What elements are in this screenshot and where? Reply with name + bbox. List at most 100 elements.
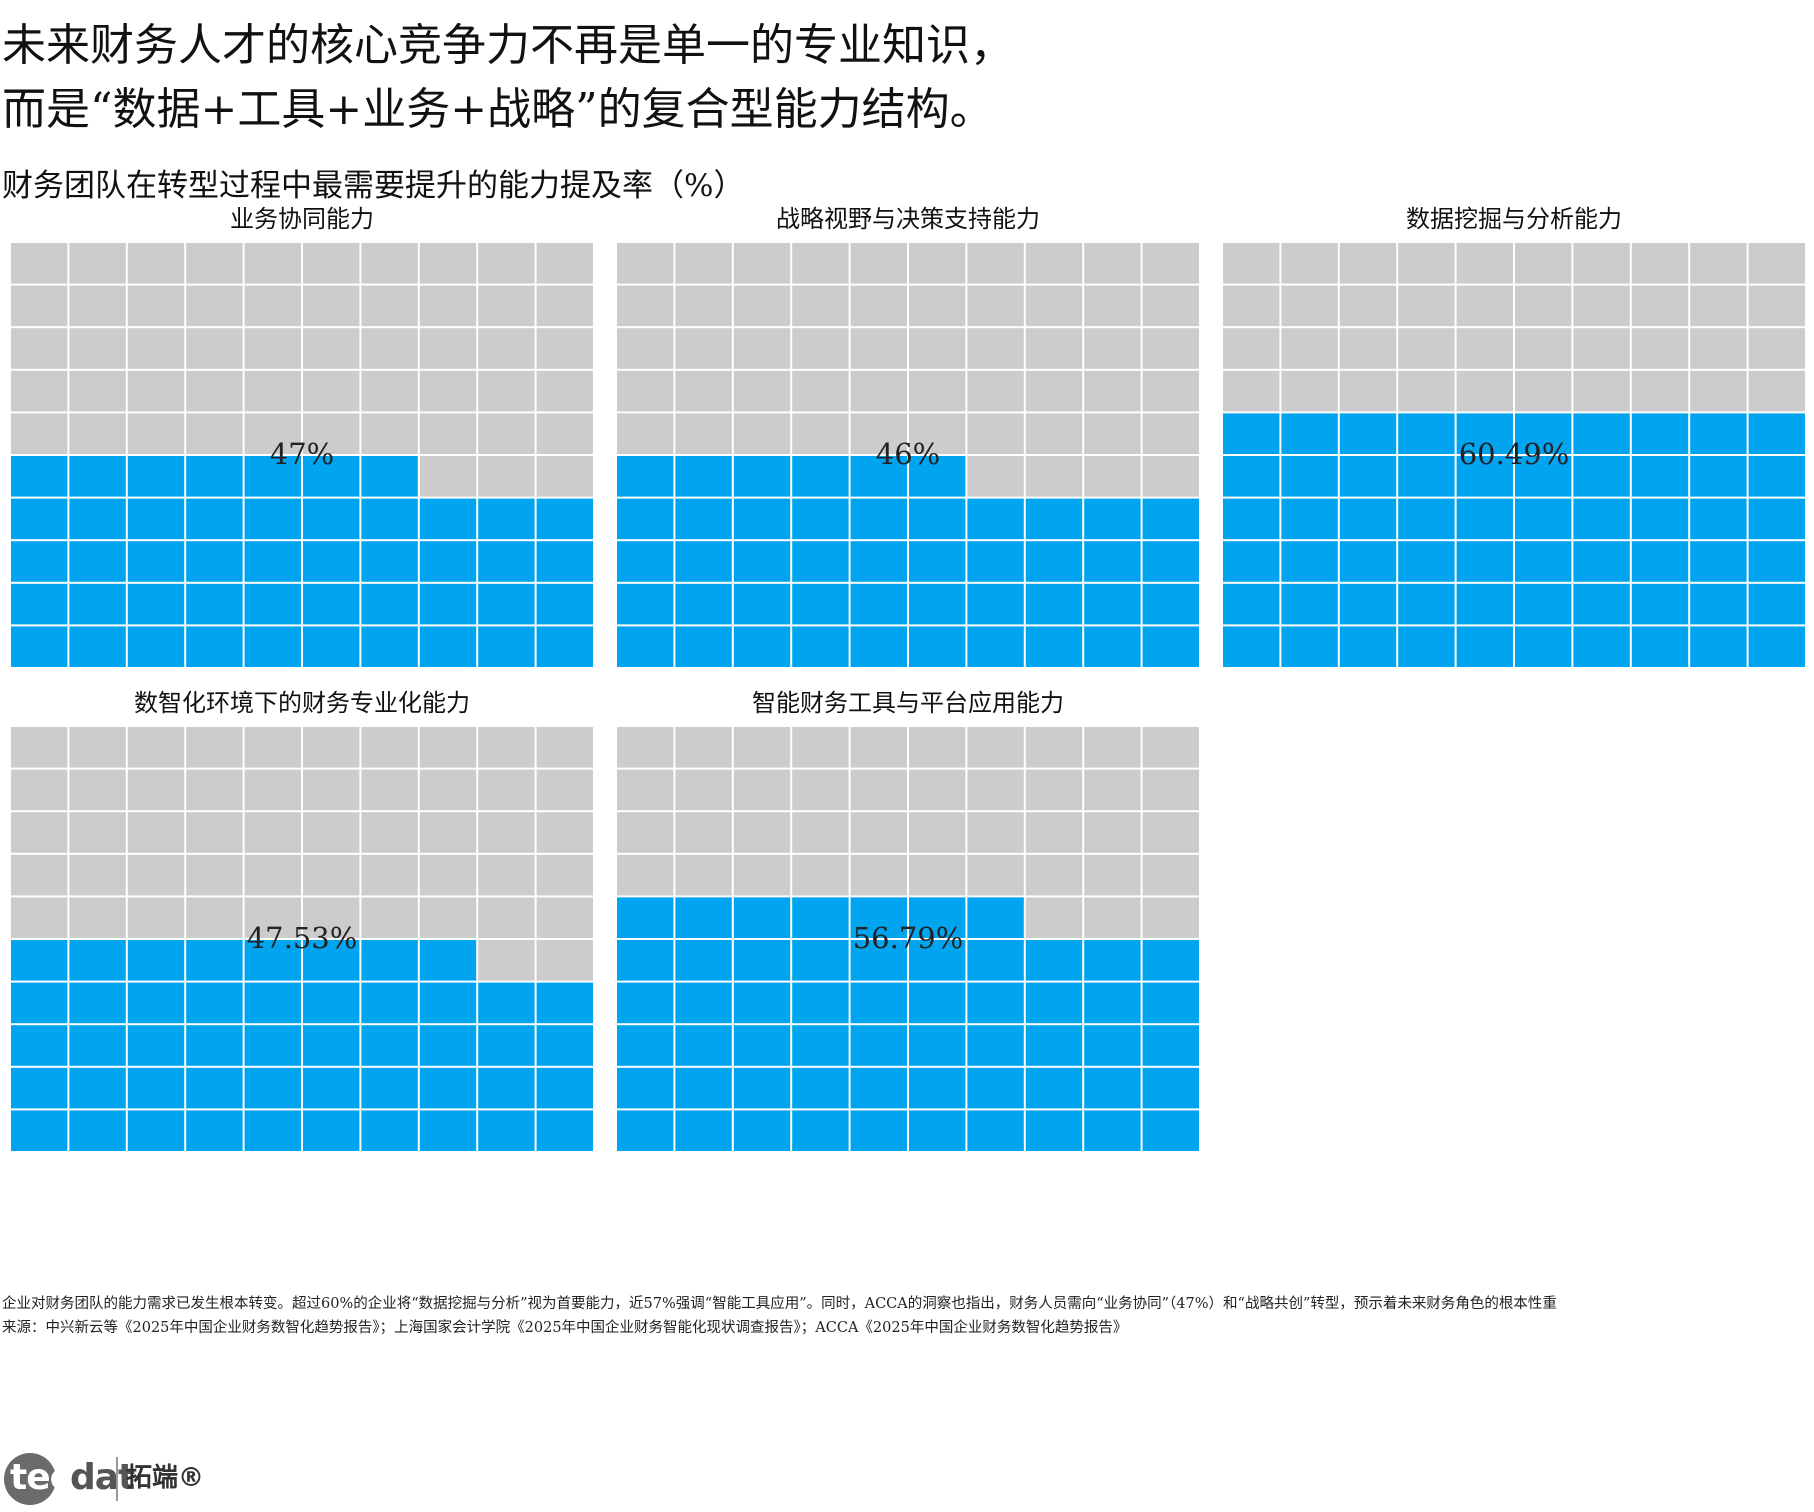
waffle-cell-empty [419, 243, 477, 284]
waffle-cell-filled [478, 982, 535, 1024]
waffle-cell-filled [1515, 583, 1572, 625]
waffle-cell-empty [1025, 328, 1083, 369]
waffle-cell-empty [1084, 413, 1141, 454]
waffle-cell-filled [244, 1110, 301, 1151]
logo-wordmark: tecdat [10, 1455, 135, 1501]
waffle-cell-empty [303, 285, 360, 327]
waffle-cell-empty [1084, 897, 1141, 938]
waffle-cell-empty [909, 243, 966, 284]
waffle-cell-filled [69, 1067, 126, 1109]
waffle-cell-filled [1339, 583, 1397, 625]
waffle-cell-filled [850, 498, 907, 540]
waffle-cell-empty [478, 854, 535, 896]
waffle-cell-filled [1456, 541, 1513, 582]
waffle-cell-empty [1025, 812, 1083, 853]
brand-logo: tecdat 拓端® [4, 1449, 224, 1509]
waffle-cell-filled [536, 583, 593, 625]
waffle-cell-empty [1142, 727, 1199, 768]
waffle-cell-empty [617, 854, 674, 896]
waffle-cell-filled [536, 1067, 593, 1109]
headline-line-2: 而是“数据+工具+业务+战略”的复合型能力结构。 [2, 84, 994, 135]
waffle-cell-filled [1573, 626, 1630, 667]
waffle-cell-empty [303, 854, 360, 896]
waffle-cell-empty [303, 897, 360, 938]
waffle-cell-filled [1398, 583, 1455, 625]
waffle-cell-empty [733, 370, 791, 412]
waffle-cell-empty [850, 413, 907, 454]
waffle-cell-filled [127, 982, 185, 1024]
waffle-cell-empty [127, 897, 185, 938]
waffle-cell-filled [186, 940, 243, 981]
waffle-cell-filled [792, 541, 849, 582]
waffle-cell-empty [792, 370, 849, 412]
waffle-cell-filled [909, 498, 966, 540]
waffle-cell-empty [361, 328, 418, 369]
waffle-cell-empty [675, 370, 732, 412]
waffle-cell-filled [617, 1025, 674, 1066]
waffle-cell-filled [1690, 541, 1747, 582]
waffle-cell-empty [11, 243, 68, 284]
waffle-cell-filled [1281, 413, 1338, 454]
waffle-grid: 46% [616, 242, 1200, 668]
waffle-cell-empty [11, 413, 68, 454]
waffle-cell-empty [1025, 285, 1083, 327]
waffle-cell-filled [303, 940, 360, 981]
waffle-cell-filled [1631, 413, 1689, 454]
waffle-cell-empty [792, 413, 849, 454]
waffle-cell-empty [1573, 370, 1630, 412]
waffle-cell-empty [850, 285, 907, 327]
waffle-cell-filled [1084, 1067, 1141, 1109]
waffle-cell-empty [361, 370, 418, 412]
waffle-cell-filled [1084, 626, 1141, 667]
waffle-panel: 数据挖掘与分析能力 60.49% [1222, 204, 1806, 668]
waffle-cell-filled [244, 541, 301, 582]
waffle-cell-filled [733, 1110, 791, 1151]
waffle-cell-empty [478, 769, 535, 811]
waffle-cell-filled [127, 1110, 185, 1151]
waffle-cell-empty [967, 456, 1024, 497]
waffle-cell-filled [1281, 583, 1338, 625]
waffle-cell-empty [186, 897, 243, 938]
waffle-cell-empty [244, 243, 301, 284]
waffle-cell-filled [536, 1110, 593, 1151]
waffle-cell-filled [419, 498, 477, 540]
waffle-cell-filled [1573, 541, 1630, 582]
waffle-cell-filled [1456, 498, 1513, 540]
waffle-cell-filled [1339, 413, 1397, 454]
waffle-cell-filled [244, 1025, 301, 1066]
waffle-panel: 战略视野与决策支持能力 46% [616, 204, 1200, 668]
waffle-cell-filled [478, 1067, 535, 1109]
waffle-cell-filled [419, 1067, 477, 1109]
waffle-cell-filled [733, 982, 791, 1024]
waffle-cell-filled [127, 456, 185, 497]
waffle-cell-empty [909, 727, 966, 768]
waffle-cell-filled [1281, 541, 1338, 582]
waffle-cell-empty [1631, 328, 1689, 369]
waffle-cell-empty [11, 328, 68, 369]
waffle-cell-empty [1515, 243, 1572, 284]
waffle-cell-filled [967, 982, 1024, 1024]
waffle-cell-empty [536, 243, 593, 284]
waffle-cell-filled [909, 1110, 966, 1151]
waffle-cell-filled [617, 940, 674, 981]
waffle-cell-filled [850, 583, 907, 625]
waffle-cell-filled [617, 1110, 674, 1151]
waffle-cell-empty [361, 769, 418, 811]
waffle-cell-empty [1084, 727, 1141, 768]
waffle-cell-filled [792, 626, 849, 667]
waffle-cell-filled [69, 583, 126, 625]
waffle-panel: 业务协同能力 47% [10, 204, 594, 668]
waffle-cell-empty [69, 854, 126, 896]
waffle-cell-filled [11, 1067, 68, 1109]
waffle-cell-empty [909, 812, 966, 853]
waffle-cell-empty [1573, 243, 1630, 284]
waffle-cell-filled [186, 498, 243, 540]
waffle-cell-empty [303, 370, 360, 412]
footnotes: 企业对财务团队的能力需求已发生根本转变。超过60%的企业将“数据挖掘与分析”视为… [2, 1292, 1557, 1340]
waffle-cell-filled [1573, 456, 1630, 497]
waffle-cell-filled [1025, 1025, 1083, 1066]
waffle-cell-filled [1025, 626, 1083, 667]
waffle-cell-filled [1573, 583, 1630, 625]
waffle-cell-empty [1025, 370, 1083, 412]
waffle-cell-filled [1223, 583, 1280, 625]
